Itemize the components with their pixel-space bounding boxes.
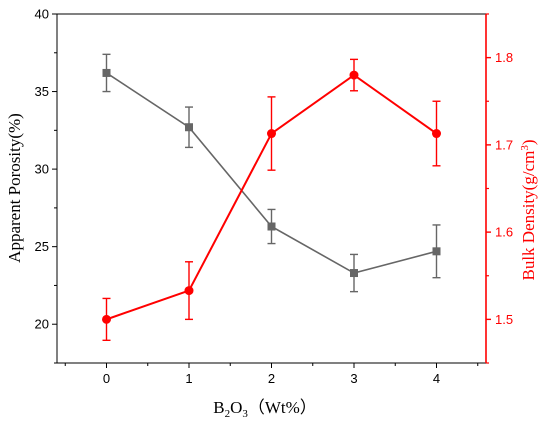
right-y-axis-title-sup: 3 xyxy=(519,145,531,151)
x-tick-label: 0 xyxy=(103,371,110,386)
data-point-circle xyxy=(102,314,111,324)
series-density xyxy=(102,58,441,342)
right-y-tick-label: 1.8 xyxy=(495,50,513,65)
right-y-axis-title-base: Bulk Density(g/cm xyxy=(519,151,538,281)
x-axis-title-sub1: 2 xyxy=(225,408,231,420)
right-y-axis-title: Bulk Density(g/cm3) xyxy=(519,139,538,280)
left-y-tick-label: 25 xyxy=(35,239,49,254)
x-tick-label: 1 xyxy=(185,371,192,386)
x-tick-label: 4 xyxy=(433,371,440,386)
x-axis-title-sub2: 3 xyxy=(242,408,248,420)
left-y-tick-label: 40 xyxy=(35,7,49,22)
left-y-axis-title: Apparent Porosity(%) xyxy=(5,113,24,263)
data-point-circle xyxy=(349,70,359,80)
right-y-axis-title-rest: ) xyxy=(519,139,538,145)
data-point-square xyxy=(350,269,358,278)
x-axis-title-rest: （Wt%） xyxy=(248,398,317,417)
left-y-tick-label: 35 xyxy=(35,84,49,99)
data-point-square xyxy=(185,123,193,132)
x-axis-title-mid: O xyxy=(230,398,242,417)
x-tick-label: 2 xyxy=(268,371,275,386)
left-y-tick-label: 20 xyxy=(35,317,49,332)
data-point-circle xyxy=(267,129,276,139)
data-point-circle xyxy=(184,286,194,296)
data-point-square xyxy=(267,222,276,231)
x-axis: 0 1 2 3 4 xyxy=(64,363,479,386)
plot-frame xyxy=(56,13,487,364)
x-axis-title: B2O3（Wt%） xyxy=(213,398,317,420)
left-y-tick-label: 30 xyxy=(35,162,49,177)
right-y-tick-label: 1.6 xyxy=(495,225,513,240)
x-axis-title-base: B xyxy=(213,398,224,417)
left-y-axis: 20 25 30 35 40 xyxy=(35,7,57,364)
right-y-tick-label: 1.7 xyxy=(495,137,513,152)
data-point-square xyxy=(432,247,441,256)
data-point-circle xyxy=(432,129,441,139)
right-y-tick-label: 1.5 xyxy=(495,312,513,327)
data-point-square xyxy=(102,68,111,77)
series-porosity xyxy=(102,53,441,293)
series-layer xyxy=(102,53,441,342)
right-y-axis: 1.5 1.6 1.7 1.8 xyxy=(486,13,513,364)
x-tick-label: 3 xyxy=(350,371,357,386)
